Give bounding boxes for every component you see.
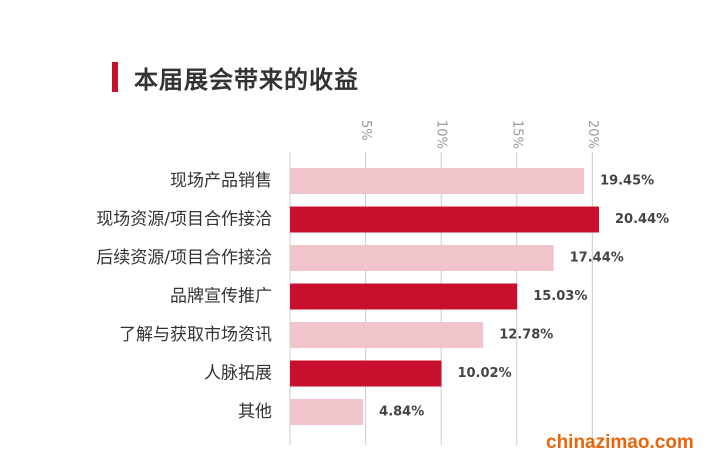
data-label: 19.45% (600, 174, 654, 189)
category-label: 其他 (238, 402, 272, 422)
bar (290, 399, 364, 425)
watermark: chinazimao.com (546, 432, 694, 453)
bar (290, 206, 599, 233)
category-label: 现场产品销售 (170, 171, 272, 191)
data-label: 20.44% (615, 212, 669, 227)
tick-label: 5% (358, 120, 373, 141)
data-label: 17.44% (570, 251, 624, 266)
category-label: 后续资源/项目合作接洽 (96, 248, 272, 268)
bar (290, 168, 585, 194)
bar (290, 322, 484, 348)
data-label: 15.03% (533, 289, 587, 304)
bar (290, 360, 442, 387)
tick-label: 15% (509, 120, 524, 149)
data-label: 4.84% (379, 405, 424, 420)
category-label: 品牌宣传推广 (170, 287, 272, 307)
bar (290, 245, 554, 271)
title-accent-marker (112, 62, 118, 92)
chart-title: 本届展会带来的收益 (134, 65, 359, 94)
category-label: 人脉拓展 (204, 364, 272, 384)
category-label: 现场资源/项目合作接洽 (96, 210, 272, 230)
tick-label: 10% (434, 120, 449, 149)
bar (290, 283, 518, 310)
data-label: 12.78% (499, 328, 553, 343)
data-label: 10.02% (457, 366, 511, 381)
chart-title-block: 本届展会带来的收益 (112, 60, 359, 94)
tick-label: 20% (585, 120, 600, 149)
category-label: 了解与获取市场资讯 (119, 325, 272, 345)
